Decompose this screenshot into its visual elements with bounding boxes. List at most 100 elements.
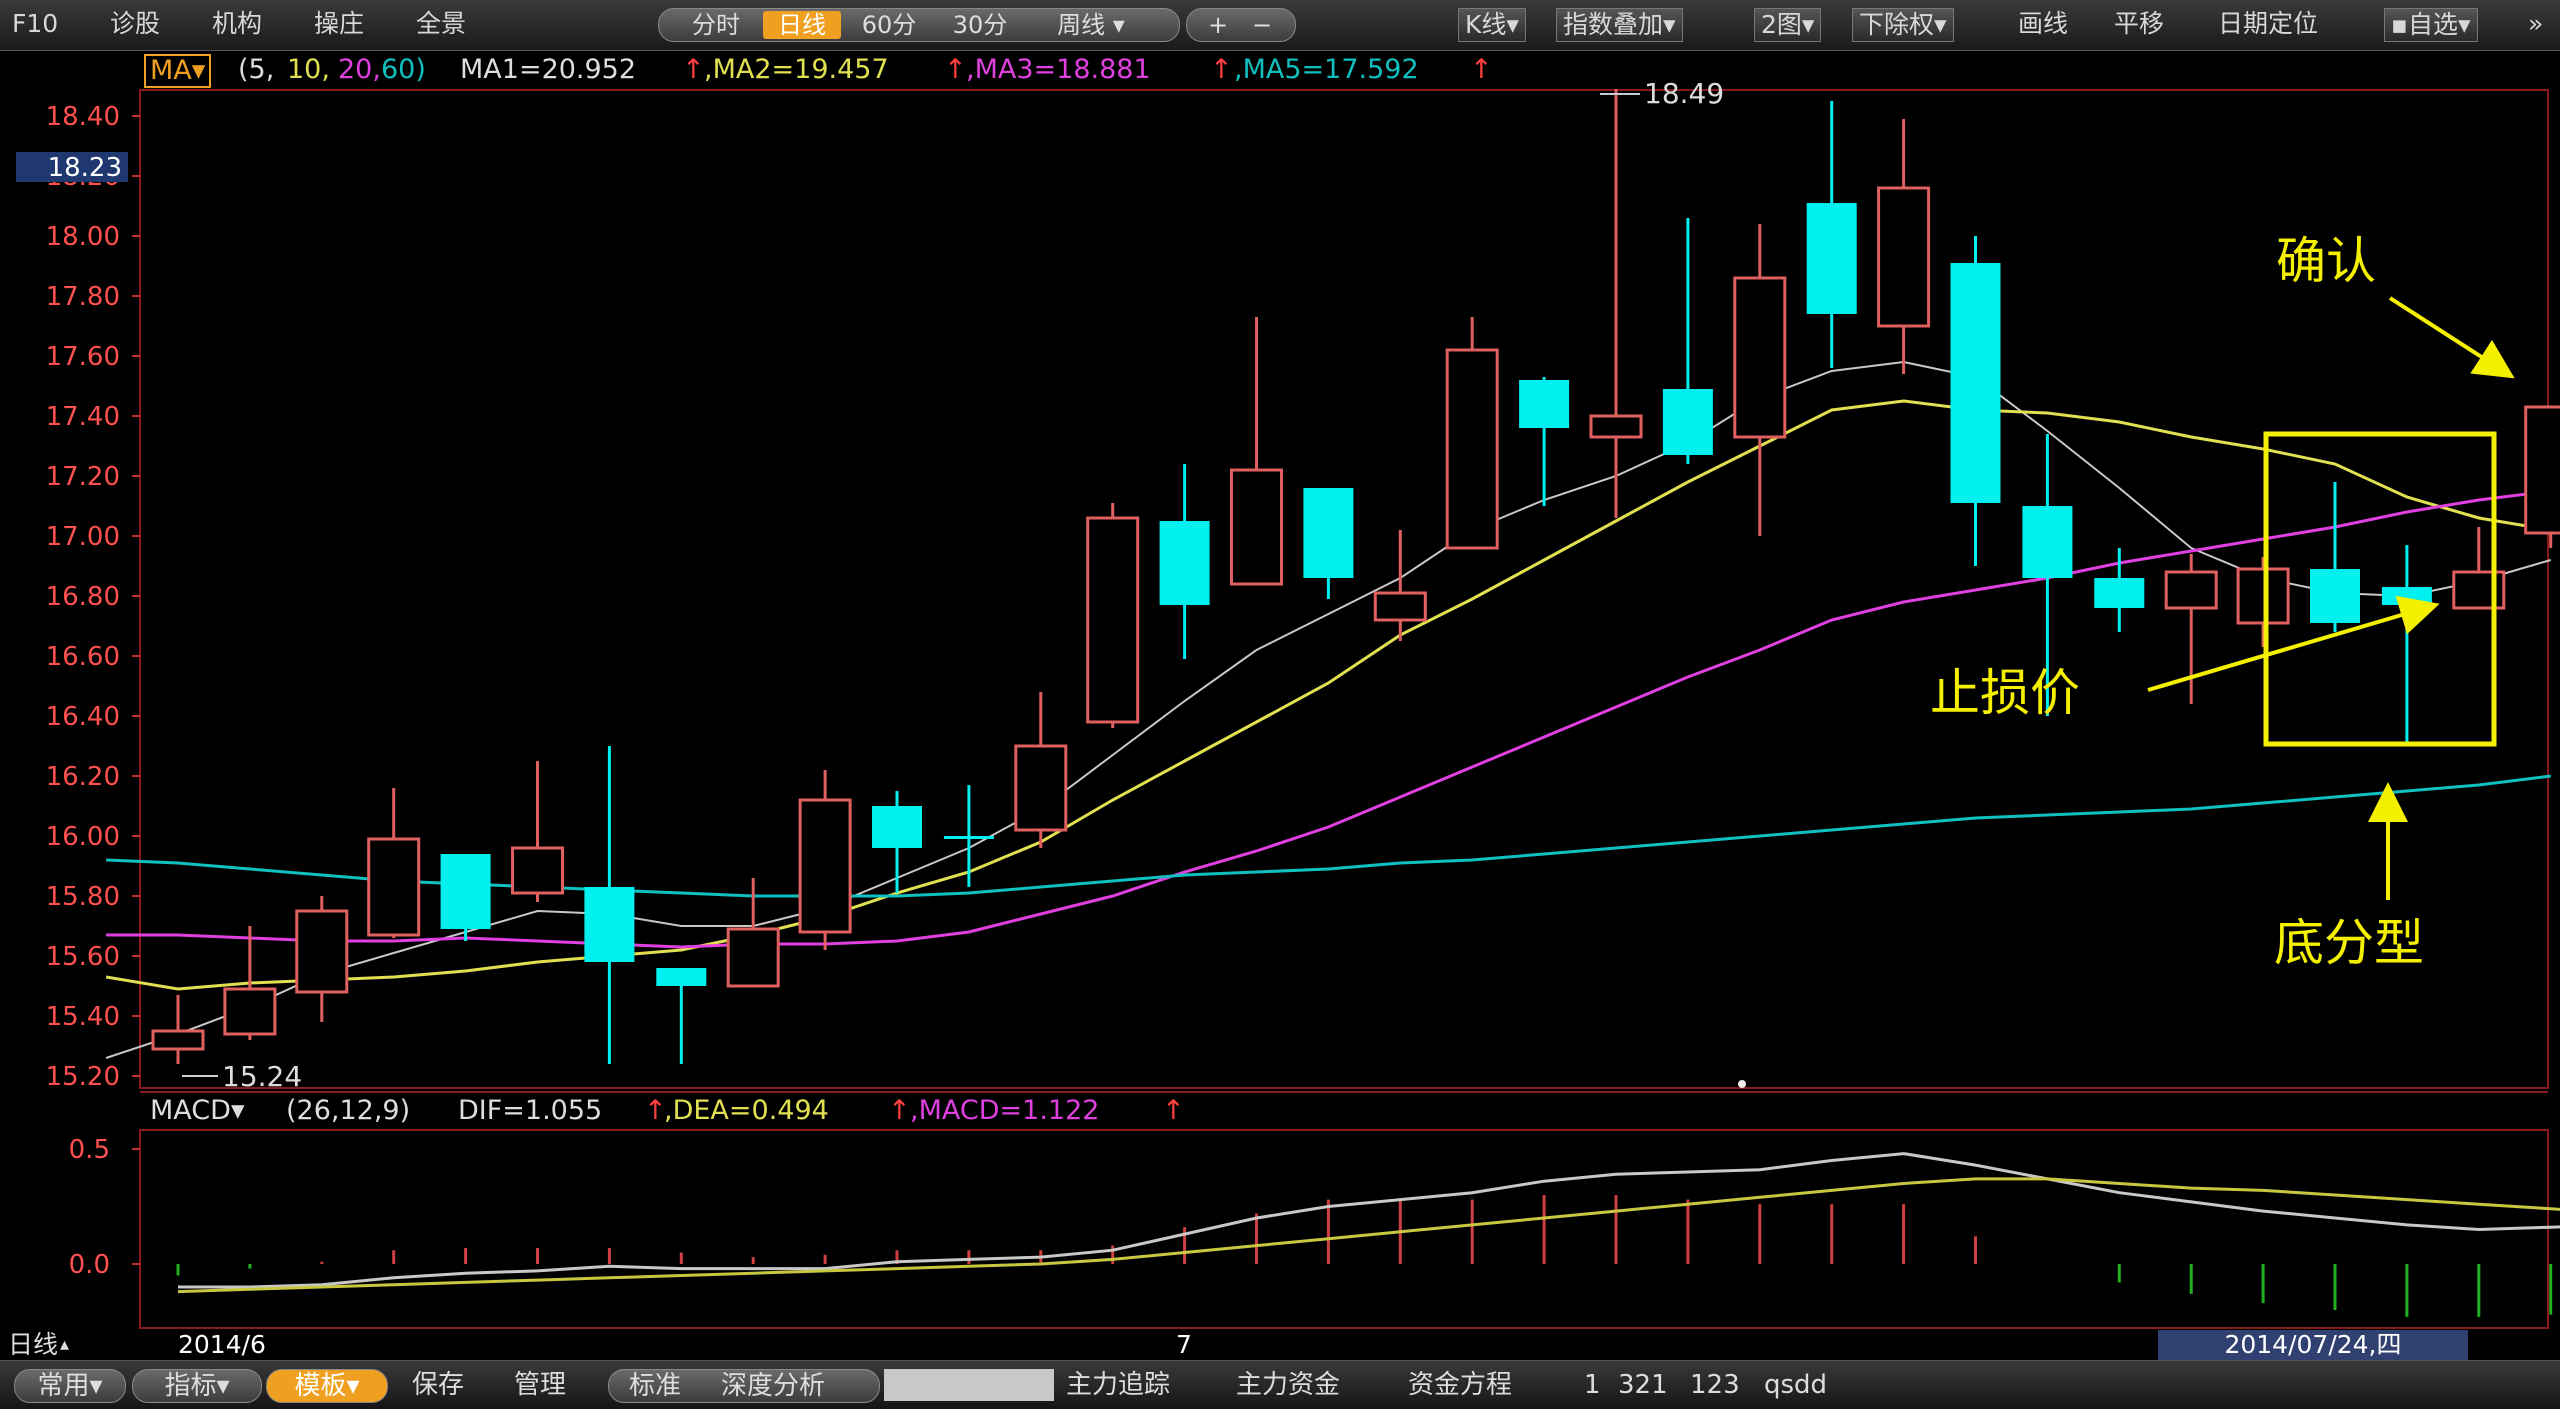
index-overlay-dropdown[interactable]: 指数叠加▾ <box>1556 8 1683 42</box>
candle-body <box>1806 203 1857 314</box>
chart-count-dropdown[interactable]: 2图▾ <box>1754 8 1822 42</box>
candle <box>440 854 491 941</box>
price-tick-label: 15.40 <box>46 1002 120 1032</box>
chevron-up-icon: ▴ <box>60 1334 70 1355</box>
fund-equation-tab[interactable]: 资金方程 <box>1408 1370 1513 1400</box>
candle-body <box>1589 414 1643 439</box>
candle <box>2022 434 2073 716</box>
toolbar-manipulate[interactable]: 操庄 <box>314 9 365 38</box>
price-tick-label: 15.20 <box>46 1062 120 1092</box>
tab-1[interactable]: 1 <box>1584 1370 1601 1400</box>
blank-tab[interactable] <box>884 1369 1054 1401</box>
f10-button[interactable]: F10 <box>12 9 59 38</box>
date-axis: 日线 ▴ 2014/6 7 2014/07/24,四 <box>0 1330 2560 1360</box>
candle <box>1230 317 1283 586</box>
price-tick-label: 16.00 <box>46 822 120 852</box>
chevron-down-icon: ▾ <box>346 1371 360 1401</box>
indicator-tab[interactable]: 指标▾ <box>132 1369 262 1403</box>
watchlist-dropdown[interactable]: ▪自选▾ <box>2384 8 2478 42</box>
main-force-fund-tab[interactable]: 主力资金 <box>1236 1370 1341 1400</box>
period-daily[interactable]: 日线 <box>763 11 841 39</box>
standard-tab[interactable]: 标准 <box>629 1371 682 1401</box>
toolbar-diagnose[interactable]: 诊股 <box>110 9 161 38</box>
ma-param-60: 60) <box>381 54 426 85</box>
price-tick-label: 16.40 <box>46 702 120 732</box>
candle <box>511 761 564 902</box>
template-tab[interactable]: 模板▾ <box>266 1369 388 1403</box>
price-tick-label: 15.80 <box>46 882 120 912</box>
manage-button[interactable]: 管理 <box>514 1370 567 1400</box>
candle <box>1589 89 1643 518</box>
candle <box>726 878 780 988</box>
chevron-down-icon: ▾ <box>1663 10 1676 39</box>
ma-param-20: 20, <box>338 54 381 85</box>
zoom-out-button[interactable]: − <box>1251 11 1273 39</box>
toolbar-panorama[interactable]: 全景 <box>416 9 467 38</box>
draw-line-button[interactable]: 画线 <box>2018 9 2069 38</box>
candle <box>798 770 852 950</box>
toolbar-institution[interactable]: 机构 <box>212 9 263 38</box>
candle-body <box>223 987 277 1036</box>
ma-line-ma1 <box>105 360 2551 1059</box>
up-arrow-icon: ↑ <box>1210 54 1233 85</box>
zoom-controls: + − <box>1186 8 1296 42</box>
ma-param-5: (5, <box>238 54 275 85</box>
candle-body <box>1662 389 1713 455</box>
chevron-down-icon: ▾ <box>191 55 206 86</box>
date-locate-button[interactable]: 日期定位 <box>2218 9 2319 38</box>
rights-dropdown[interactable]: 下除权▾ <box>1852 8 1954 42</box>
price-panel-frame <box>139 89 2549 1089</box>
candle <box>1806 101 1857 368</box>
price-tick-label: 16.60 <box>46 642 120 672</box>
candle <box>295 896 349 1022</box>
candle-body <box>151 1029 205 1051</box>
candle <box>1662 218 1713 464</box>
common-tab[interactable]: 常用▾ <box>14 1369 126 1403</box>
candle-body <box>798 798 852 934</box>
price-tick-label: 17.40 <box>46 402 120 432</box>
period-60min[interactable]: 60分 <box>861 11 917 39</box>
price-tick-label: 16.80 <box>46 582 120 612</box>
candle-body <box>1445 348 1499 550</box>
current-price-label: 18.23 <box>48 153 122 183</box>
candle-body <box>367 837 421 937</box>
ma-indicator-bar: MA▾ (5, 10, 20, 60) MA1=20.952 ↑ ,MA2=19… <box>0 52 2560 88</box>
stop-loss-label: 止损价 <box>1930 664 2080 722</box>
candle <box>223 926 277 1040</box>
zoom-in-button[interactable]: + <box>1207 11 1229 39</box>
main-force-track-tab[interactable]: 主力追踪 <box>1066 1370 1171 1400</box>
ma1-value: MA1=20.952 <box>460 54 637 85</box>
ma5-value: ,MA5=17.592 <box>1234 54 1419 85</box>
candle-body <box>1086 516 1140 724</box>
macd-indicator-button[interactable]: MACD▾ <box>150 1095 245 1126</box>
period-intraday[interactable]: 分时 <box>692 11 740 39</box>
more-icon[interactable]: » <box>2528 9 2544 38</box>
candle <box>2094 548 2145 632</box>
candle-body <box>2381 587 2432 605</box>
candle <box>2236 557 2290 647</box>
period-30min[interactable]: 30分 <box>952 11 1008 39</box>
candle-body <box>656 968 707 986</box>
chevron-down-icon: ▾ <box>1801 10 1815 39</box>
candle <box>2524 405 2560 548</box>
tab-123[interactable]: 123 <box>1690 1370 1740 1400</box>
chevron-down-icon: ▾ <box>216 1371 230 1401</box>
save-button[interactable]: 保存 <box>412 1370 465 1400</box>
up-arrow-icon: ↑ <box>944 54 967 85</box>
candle-body <box>872 806 922 848</box>
kline-dropdown[interactable]: K线▾ <box>1458 8 1526 42</box>
pan-button[interactable]: 平移 <box>2114 9 2165 38</box>
tab-qsdd[interactable]: qsdd <box>1764 1370 1828 1400</box>
ma-indicator-button[interactable]: MA▾ <box>144 54 212 88</box>
deep-analysis-tab[interactable]: 深度分析 <box>721 1371 826 1401</box>
candle-body <box>726 927 780 988</box>
candle <box>1445 317 1499 550</box>
analysis-tabs: 标准 深度分析 <box>608 1369 880 1403</box>
tab-321[interactable]: 321 <box>1618 1370 1668 1400</box>
candle <box>1159 464 1210 659</box>
price-tick-label: 17.20 <box>46 462 120 492</box>
date-mid: 7 <box>1176 1330 1192 1359</box>
candle-body <box>2164 570 2218 610</box>
period-weekly[interactable]: 周线 ▾ <box>1057 11 1125 39</box>
